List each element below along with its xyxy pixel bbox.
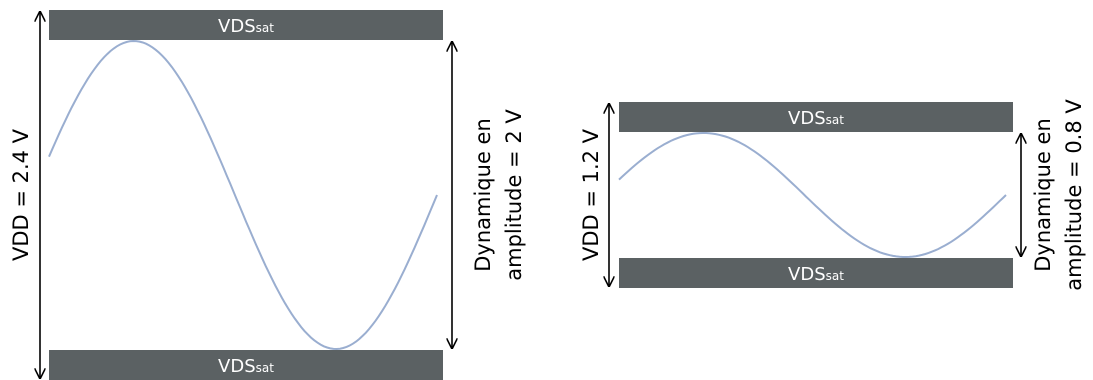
top-rail-label: VDSsat bbox=[788, 108, 844, 129]
bottom-rail-label: VDSsat bbox=[218, 356, 274, 377]
vdd-label: VDD = 2.4 V bbox=[9, 128, 33, 261]
sine-wave bbox=[48, 39, 438, 351]
top-rail bbox=[49, 10, 443, 40]
top-rail-label: VDSsat bbox=[218, 16, 274, 37]
sine-wave bbox=[618, 132, 1007, 258]
panel-vdd-1-2: VDSsat VDSsat VDD = 1.2 V Dynamique en a… bbox=[579, 99, 1086, 291]
top-rail bbox=[619, 102, 1013, 132]
dynamic-label-line2: amplitude = 2 V bbox=[502, 109, 526, 281]
dynamic-label-line2: amplitude = 0.8 V bbox=[1062, 99, 1086, 291]
bottom-rail bbox=[619, 258, 1013, 288]
dynamic-label-line1: Dynamique en bbox=[471, 118, 495, 272]
bottom-rail bbox=[49, 350, 443, 380]
vdd-label: VDD = 1.2 V bbox=[579, 128, 603, 261]
panel-vdd-2-4: VDSsat VDSsat VDD = 2.4 V Dynamique en a… bbox=[9, 10, 526, 380]
dynamic-label-line1: Dynamique en bbox=[1031, 118, 1055, 272]
bottom-rail-label: VDSsat bbox=[788, 264, 844, 285]
